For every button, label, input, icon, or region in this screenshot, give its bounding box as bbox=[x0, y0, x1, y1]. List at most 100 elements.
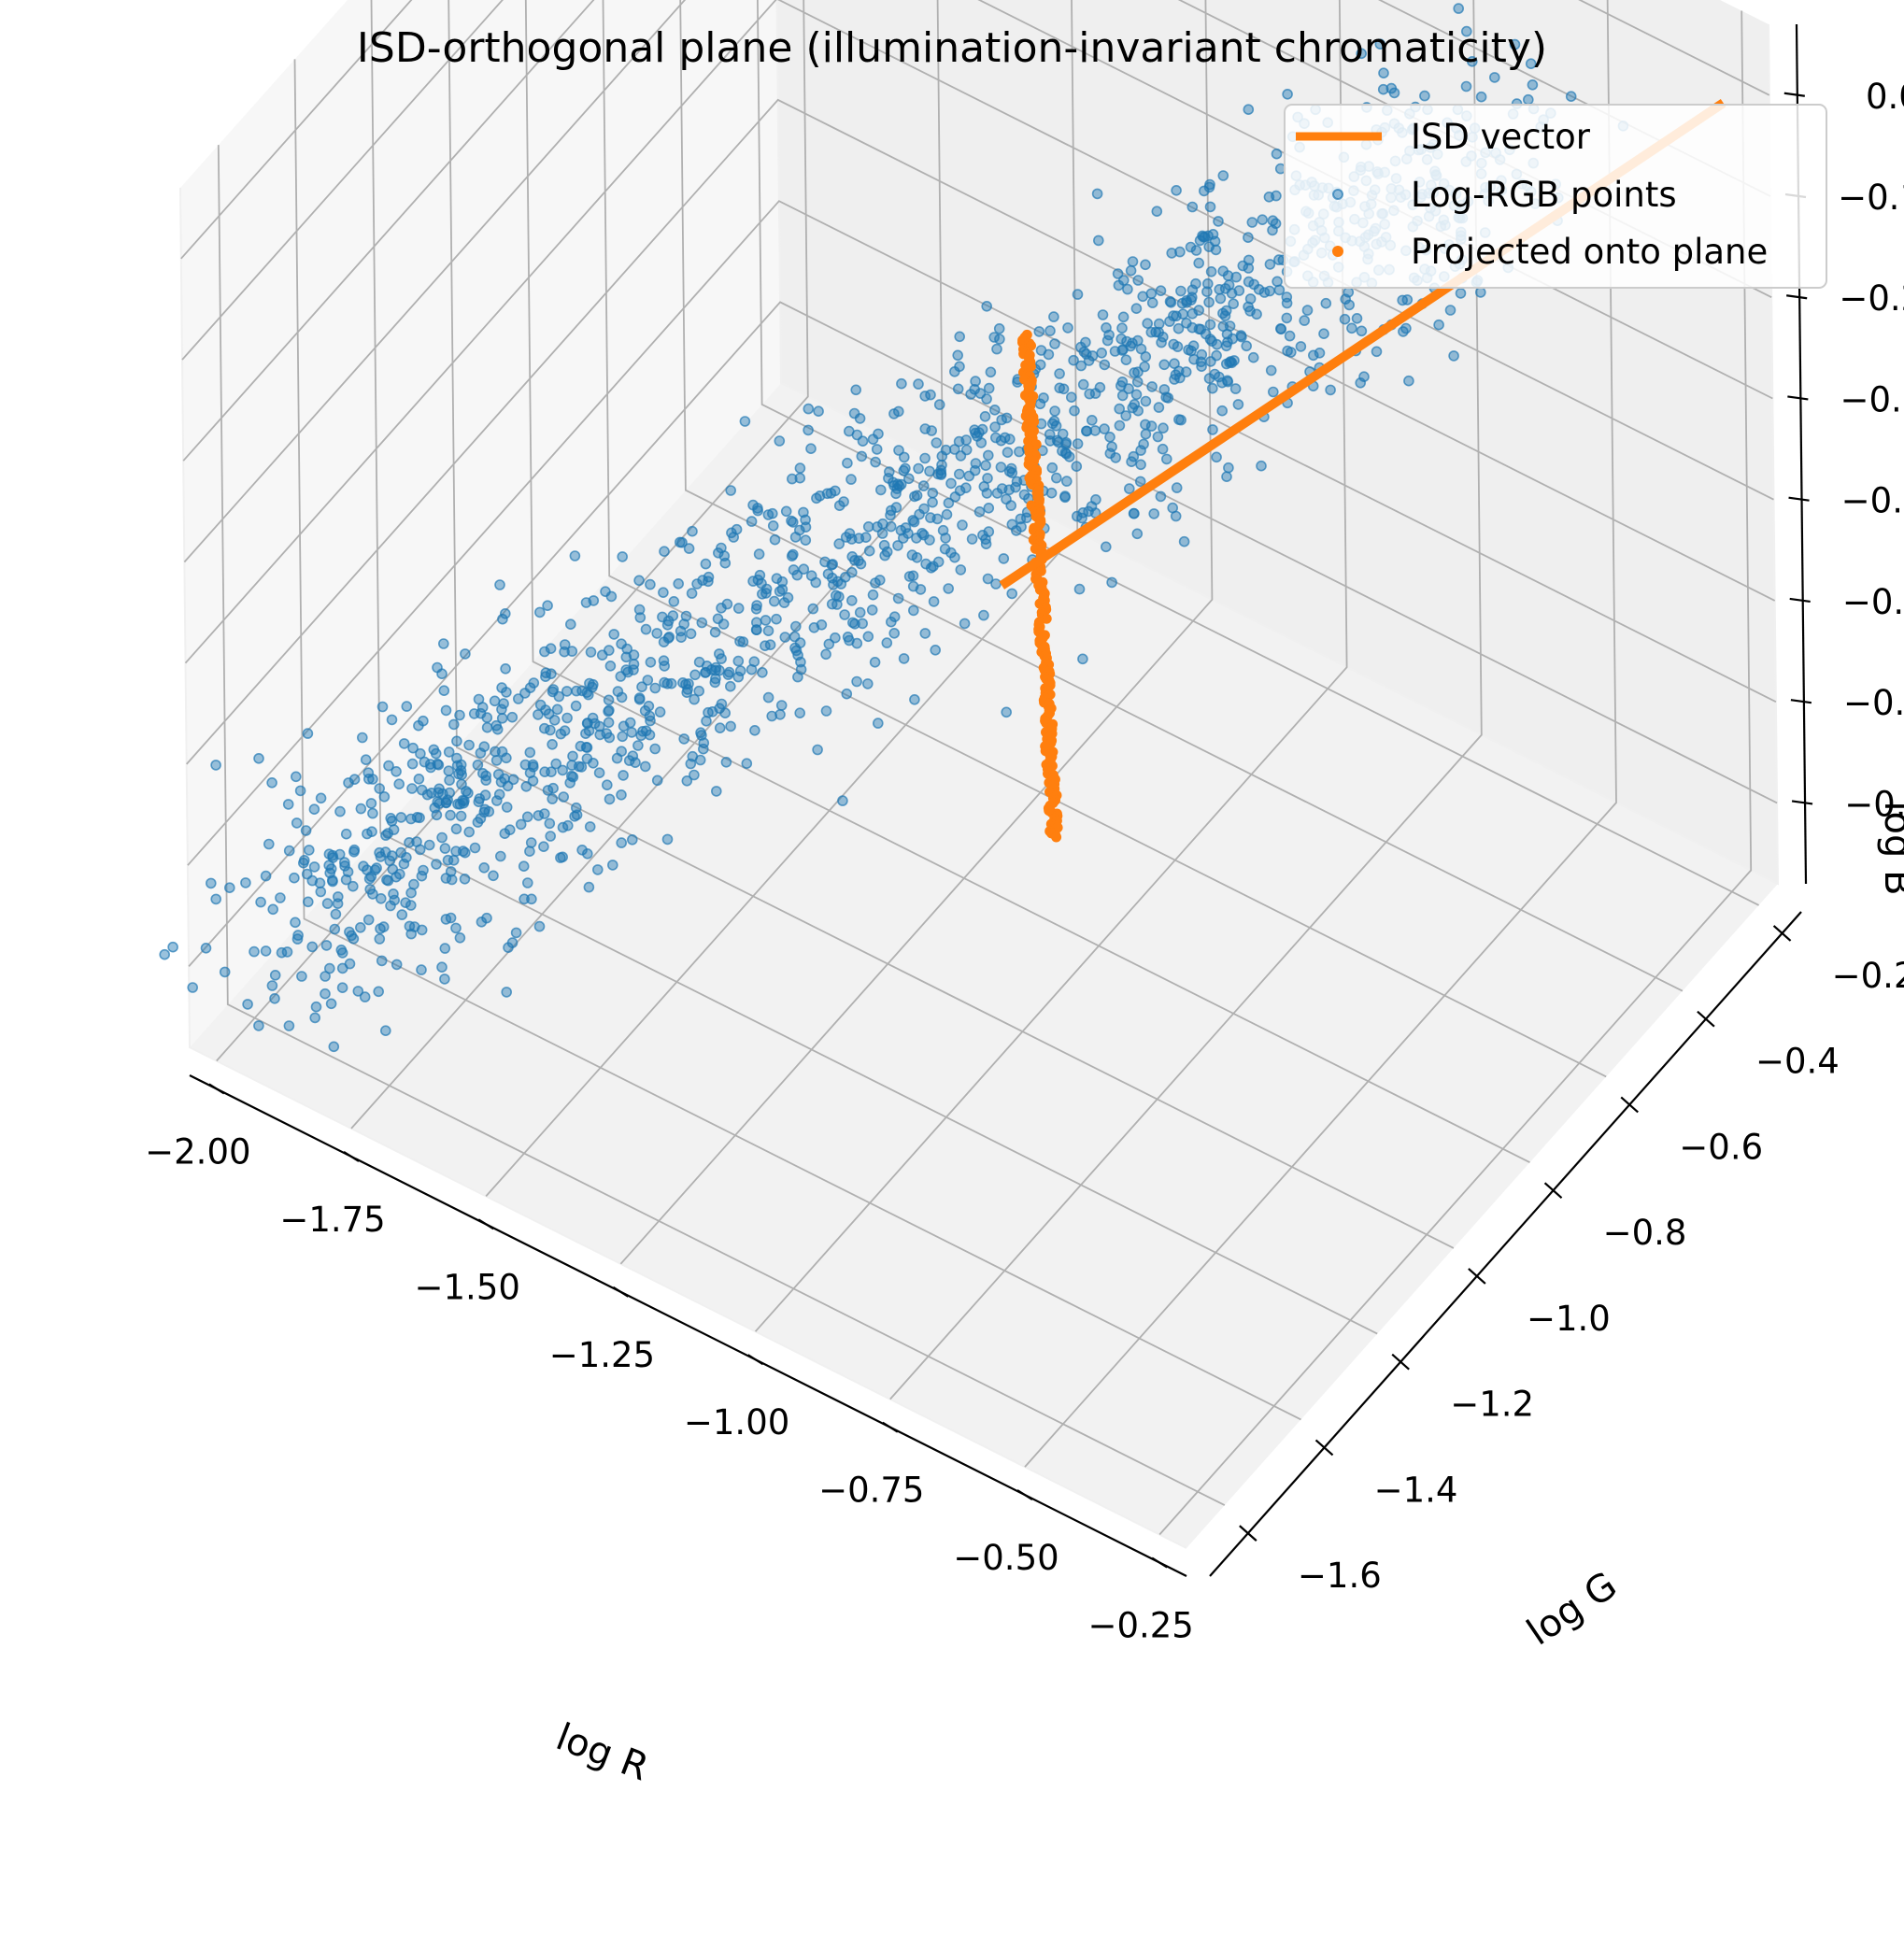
log-rgb-point bbox=[1128, 507, 1140, 519]
y-tick bbox=[1772, 925, 1792, 942]
log-rgb-point bbox=[892, 540, 903, 551]
log-rgb-point bbox=[1286, 347, 1297, 358]
log-rgb-point bbox=[356, 732, 368, 744]
log-rgb-point bbox=[290, 771, 302, 783]
log-rgb-point bbox=[1066, 391, 1077, 404]
log-rgb-point bbox=[819, 556, 831, 568]
log-rgb-point bbox=[242, 999, 253, 1010]
log-rgb-point bbox=[693, 685, 705, 697]
log-rgb-point bbox=[224, 882, 235, 894]
log-rgb-point bbox=[608, 629, 620, 640]
log-rgb-point bbox=[476, 767, 489, 779]
log-rgb-point bbox=[775, 700, 788, 711]
log-rgb-point bbox=[494, 579, 505, 590]
log-rgb-point bbox=[1130, 303, 1143, 315]
log-rgb-point bbox=[731, 523, 743, 535]
log-rgb-point bbox=[890, 502, 902, 513]
log-rgb-point bbox=[1129, 398, 1141, 410]
log-rgb-point bbox=[431, 859, 442, 870]
log-rgb-point bbox=[851, 637, 863, 649]
log-rgb-point bbox=[1112, 268, 1124, 279]
log-rgb-point bbox=[438, 685, 450, 697]
log-rgb-point bbox=[1243, 232, 1254, 243]
log-rgb-point bbox=[393, 778, 405, 790]
log-rgb-point bbox=[981, 300, 992, 312]
log-rgb-point bbox=[1271, 190, 1282, 202]
log-rgb-point bbox=[982, 573, 994, 585]
log-rgb-point bbox=[1219, 310, 1231, 321]
z-tick-label: −0.1 bbox=[1838, 178, 1904, 218]
log-rgb-point bbox=[833, 500, 845, 512]
log-rgb-point bbox=[695, 727, 706, 739]
log-rgb-point bbox=[856, 450, 868, 462]
y-tick bbox=[1620, 1096, 1639, 1114]
log-rgb-point bbox=[989, 421, 1001, 433]
log-rgb-point bbox=[320, 971, 331, 982]
log-rgb-point bbox=[1046, 418, 1059, 430]
log-rgb-point bbox=[667, 610, 679, 621]
log-rgb-point bbox=[1203, 373, 1215, 384]
log-rgb-point bbox=[309, 1012, 321, 1024]
log-rgb-point bbox=[1005, 462, 1017, 475]
log-rgb-point bbox=[633, 604, 646, 616]
log-rgb-point bbox=[362, 773, 375, 785]
log-rgb-point bbox=[814, 490, 826, 502]
log-rgb-point bbox=[1455, 288, 1467, 299]
log-rgb-point bbox=[581, 847, 593, 860]
log-rgb-point bbox=[1155, 490, 1167, 503]
log-rgb-point bbox=[367, 807, 378, 819]
log-rgb-point bbox=[1243, 263, 1255, 274]
log-rgb-point bbox=[1033, 326, 1045, 337]
log-rgb-point bbox=[696, 617, 708, 629]
y-tick bbox=[1391, 1353, 1410, 1371]
log-rgb-point bbox=[724, 680, 736, 692]
log-rgb-point bbox=[1525, 58, 1537, 69]
log-rgb-point bbox=[386, 850, 398, 861]
log-rgb-point bbox=[405, 900, 417, 911]
log-rgb-point bbox=[444, 775, 455, 786]
log-rgb-point bbox=[851, 675, 862, 688]
log-rgb-point bbox=[980, 460, 991, 472]
log-rgb-point bbox=[1127, 337, 1138, 349]
x-tick-label: −0.25 bbox=[1087, 1606, 1193, 1646]
z-tick bbox=[1790, 699, 1812, 704]
log-rgb-point bbox=[1168, 310, 1179, 321]
x-axis-label: log R bbox=[550, 1715, 654, 1789]
log-rgb-point bbox=[1077, 653, 1088, 665]
log-rgb-point bbox=[1207, 424, 1218, 435]
log-rgb-point bbox=[1011, 525, 1022, 536]
x-tick-label: −0.75 bbox=[818, 1471, 924, 1511]
log-rgb-point bbox=[620, 651, 632, 663]
log-rgb-point bbox=[1346, 322, 1357, 334]
log-rgb-point bbox=[920, 558, 931, 570]
log-rgb-point bbox=[472, 817, 484, 828]
log-rgb-point bbox=[841, 688, 853, 700]
log-rgb-point bbox=[983, 382, 995, 394]
log-rgb-point bbox=[1006, 588, 1017, 600]
log-rgb-point bbox=[373, 986, 385, 998]
log-rgb-point bbox=[845, 594, 858, 606]
log-rgb-point bbox=[525, 837, 537, 848]
log-rgb-point bbox=[710, 673, 721, 685]
log-rgb-point bbox=[1140, 350, 1152, 362]
legend: ISD vector Log-RGB points Projected onto… bbox=[1284, 104, 1827, 289]
log-rgb-point bbox=[1243, 276, 1255, 288]
log-rgb-point bbox=[1142, 318, 1153, 330]
log-rgb-point bbox=[527, 760, 539, 773]
log-rgb-point bbox=[555, 728, 567, 740]
log-rgb-point bbox=[468, 708, 480, 719]
log-rgb-point bbox=[1247, 351, 1259, 363]
log-rgb-point bbox=[323, 962, 335, 974]
log-rgb-point bbox=[661, 833, 674, 846]
log-rgb-point bbox=[872, 718, 884, 729]
log-rgb-point bbox=[340, 828, 352, 840]
log-rgb-point bbox=[451, 752, 462, 764]
log-rgb-point bbox=[1083, 505, 1094, 518]
log-rgb-point bbox=[378, 790, 391, 803]
log-rgb-point bbox=[557, 851, 569, 863]
log-rgb-point bbox=[388, 824, 400, 835]
log-rgb-point bbox=[1228, 298, 1239, 310]
log-rgb-point bbox=[636, 681, 647, 693]
log-rgb-point bbox=[561, 712, 573, 724]
